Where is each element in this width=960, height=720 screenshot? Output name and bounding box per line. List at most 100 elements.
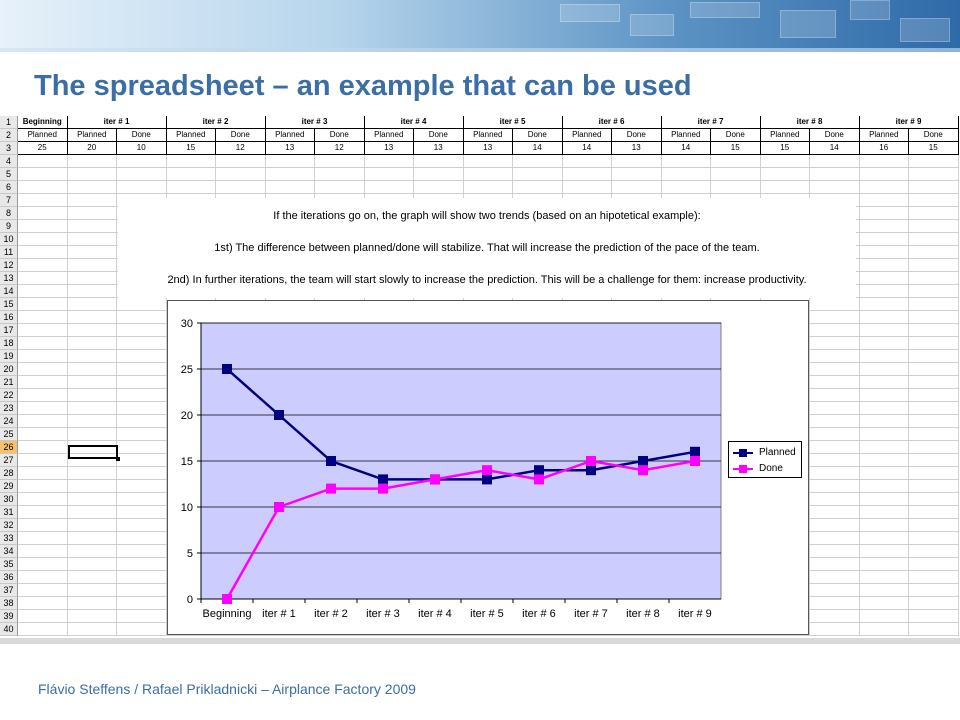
grid-cell[interactable]	[18, 207, 68, 220]
grid-cell[interactable]	[18, 558, 68, 571]
grid-cell[interactable]	[810, 415, 860, 428]
row-header[interactable]: 30	[0, 493, 18, 506]
grid-cell[interactable]	[909, 298, 959, 311]
grid-cell[interactable]	[18, 467, 68, 480]
grid-cell[interactable]	[909, 233, 959, 246]
grid-cell[interactable]	[859, 584, 909, 597]
grid-cell[interactable]	[67, 272, 117, 285]
grid-cell[interactable]	[711, 168, 761, 181]
grid-cell[interactable]	[612, 181, 662, 194]
grid-cell[interactable]	[18, 402, 68, 415]
grid-cell[interactable]	[117, 324, 167, 337]
row-header[interactable]: 16	[0, 311, 18, 324]
grid-cell[interactable]	[67, 181, 117, 194]
grid-cell[interactable]	[562, 155, 612, 168]
grid-cell[interactable]	[859, 181, 909, 194]
grid-cell[interactable]	[909, 376, 959, 389]
value-cell[interactable]: 14	[562, 142, 612, 155]
grid-cell[interactable]	[117, 376, 167, 389]
grid-cell[interactable]	[18, 272, 68, 285]
grid-cell[interactable]	[67, 493, 117, 506]
header-cell[interactable]: iter # 6	[562, 116, 662, 129]
grid-cell[interactable]	[67, 298, 117, 311]
grid-cell[interactable]	[909, 610, 959, 623]
grid-cell[interactable]	[18, 506, 68, 519]
grid-cell[interactable]	[67, 532, 117, 545]
spreadsheet[interactable]: 1 Beginning iter # 1 iter # 2 iter # 3 iter #…	[0, 116, 960, 638]
header-cell[interactable]: Done	[513, 129, 563, 142]
grid-cell[interactable]	[117, 584, 167, 597]
grid-cell[interactable]	[216, 168, 266, 181]
value-cell[interactable]: 13	[463, 142, 513, 155]
grid-cell[interactable]	[67, 623, 117, 636]
grid-cell[interactable]	[265, 181, 315, 194]
header-cell[interactable]: Planned	[661, 129, 711, 142]
selected-cell[interactable]	[68, 445, 120, 461]
row-header[interactable]: 2	[0, 129, 18, 142]
grid-cell[interactable]	[859, 506, 909, 519]
grid-cell[interactable]	[117, 168, 167, 181]
grid-cell[interactable]	[909, 493, 959, 506]
grid-cell[interactable]	[67, 545, 117, 558]
grid-cell[interactable]	[67, 597, 117, 610]
row-header[interactable]: 3	[0, 142, 18, 155]
grid-cell[interactable]	[18, 259, 68, 272]
grid-cell[interactable]	[859, 389, 909, 402]
grid-cell[interactable]	[909, 532, 959, 545]
grid-cell[interactable]	[810, 610, 860, 623]
grid-cell[interactable]	[859, 493, 909, 506]
grid-cell[interactable]	[216, 181, 266, 194]
grid-cell[interactable]	[859, 532, 909, 545]
grid-cell[interactable]	[810, 402, 860, 415]
grid-cell[interactable]	[909, 415, 959, 428]
grid-cell[interactable]	[909, 168, 959, 181]
grid-cell[interactable]	[67, 558, 117, 571]
grid-cell[interactable]	[18, 324, 68, 337]
grid-cell[interactable]	[67, 285, 117, 298]
row-header[interactable]: 31	[0, 506, 18, 519]
grid-cell[interactable]	[18, 389, 68, 402]
grid-cell[interactable]	[859, 415, 909, 428]
grid-cell[interactable]	[18, 298, 68, 311]
value-cell[interactable]: 25	[18, 142, 68, 155]
value-cell[interactable]: 13	[265, 142, 315, 155]
grid-cell[interactable]	[18, 220, 68, 233]
grid-cell[interactable]	[909, 402, 959, 415]
grid-cell[interactable]	[810, 389, 860, 402]
row-header[interactable]: 32	[0, 519, 18, 532]
row-header[interactable]: 34	[0, 545, 18, 558]
grid-cell[interactable]	[67, 376, 117, 389]
grid-cell[interactable]	[859, 194, 909, 207]
header-cell[interactable]: Done	[315, 129, 365, 142]
grid-cell[interactable]	[18, 519, 68, 532]
row-header[interactable]: 5	[0, 168, 18, 181]
grid-cell[interactable]	[117, 181, 167, 194]
header-cell[interactable]: Planned	[364, 129, 414, 142]
grid-cell[interactable]	[67, 610, 117, 623]
grid-cell[interactable]	[117, 441, 167, 454]
grid-cell[interactable]	[18, 181, 68, 194]
grid-cell[interactable]	[810, 545, 860, 558]
grid-cell[interactable]	[18, 194, 68, 207]
row-header[interactable]: 29	[0, 480, 18, 493]
grid-cell[interactable]	[909, 506, 959, 519]
grid-cell[interactable]	[909, 571, 959, 584]
grid-cell[interactable]	[117, 493, 167, 506]
grid-cell[interactable]	[18, 441, 68, 454]
grid-cell[interactable]	[859, 259, 909, 272]
value-cell[interactable]: 15	[909, 142, 959, 155]
grid-cell[interactable]	[859, 324, 909, 337]
grid-cell[interactable]	[760, 155, 810, 168]
grid-cell[interactable]	[810, 181, 860, 194]
grid-cell[interactable]	[859, 337, 909, 350]
grid-cell[interactable]	[18, 480, 68, 493]
value-cell[interactable]: 13	[414, 142, 464, 155]
grid-cell[interactable]	[166, 155, 216, 168]
grid-cell[interactable]	[67, 415, 117, 428]
grid-cell[interactable]	[117, 415, 167, 428]
row-header[interactable]: 1	[0, 116, 18, 129]
grid-cell[interactable]	[810, 623, 860, 636]
grid-cell[interactable]	[909, 363, 959, 376]
grid-cell[interactable]	[18, 233, 68, 246]
grid-cell[interactable]	[909, 181, 959, 194]
